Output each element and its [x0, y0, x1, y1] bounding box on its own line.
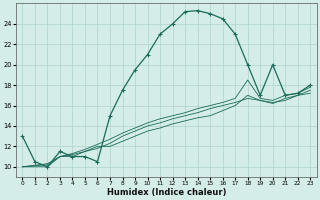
X-axis label: Humidex (Indice chaleur): Humidex (Indice chaleur): [107, 188, 226, 197]
